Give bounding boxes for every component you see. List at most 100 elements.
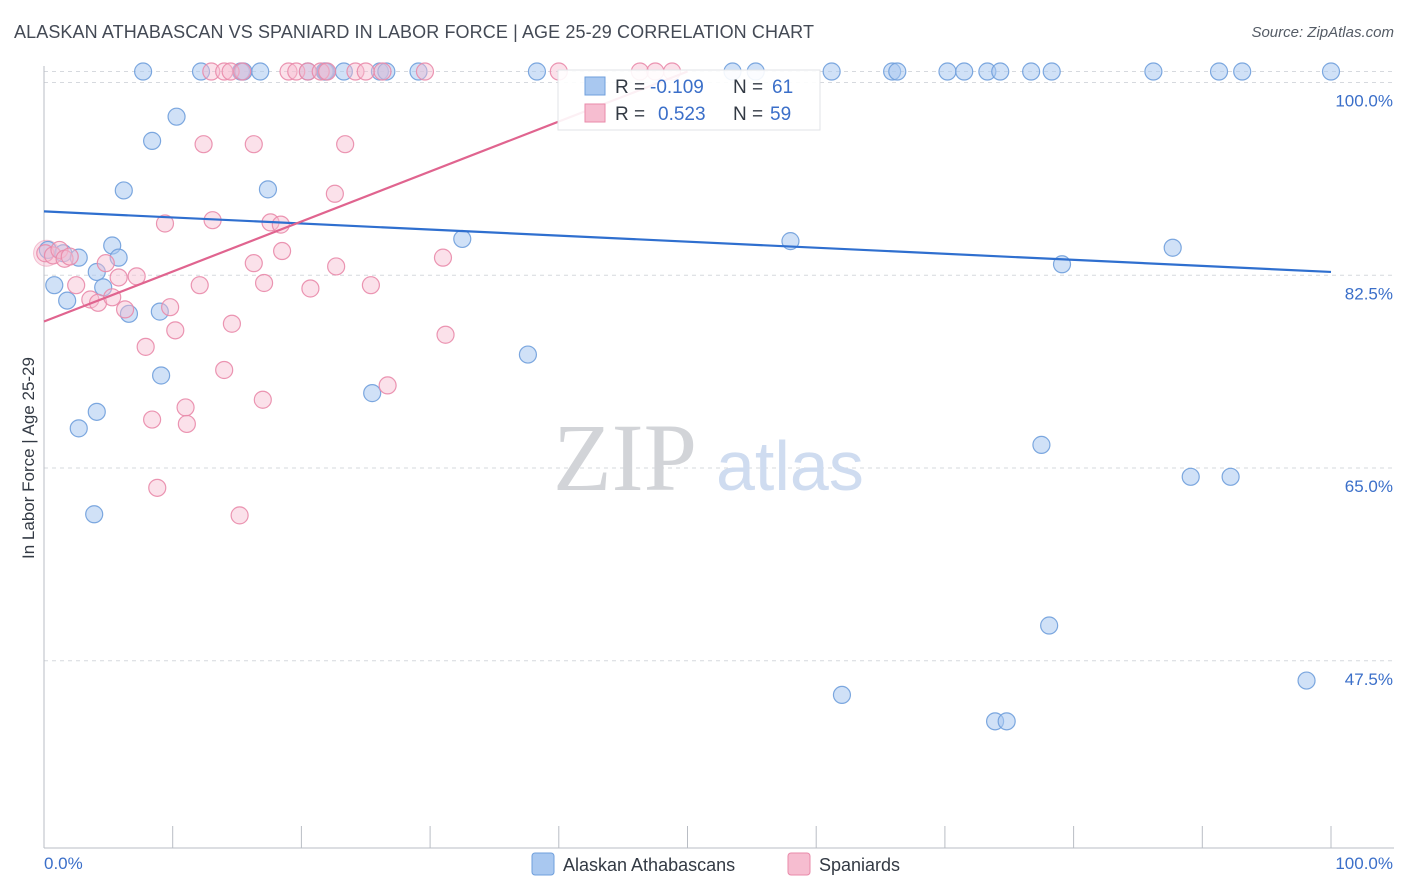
spaniard-point	[378, 376, 397, 395]
alaskan-athabascan-point	[1144, 62, 1163, 81]
alaskan-athabascan-point	[85, 505, 104, 524]
chart-title: ALASKAN ATHABASCAN VS SPANIARD IN LABOR …	[14, 22, 815, 42]
spaniard-point	[254, 273, 274, 293]
alaskan-athabascan-point	[938, 62, 957, 81]
alaskan-athabascan-trendline	[43, 210, 1332, 274]
spaniard-point	[115, 300, 135, 319]
spaniard-point	[373, 62, 392, 81]
alaskan-athabascan-point	[143, 131, 162, 150]
spaniard-point	[436, 325, 455, 344]
x-tick-label: 100.0%	[1335, 854, 1393, 873]
alaskan-athabascan-point	[1297, 671, 1316, 690]
spaniard-point	[311, 62, 330, 81]
spaniard-point	[433, 248, 453, 267]
spaniard-point	[325, 184, 344, 203]
alaskan-athabascan-point	[191, 62, 211, 81]
spaniard-point	[161, 298, 180, 317]
spaniard-point	[67, 276, 86, 295]
blue-n-label: N =	[733, 77, 763, 98]
spaniard-point	[194, 135, 213, 154]
spaniard-point	[336, 135, 355, 154]
spaniard-point	[230, 506, 249, 525]
spaniard-point	[233, 62, 252, 81]
alaskan-athabascan-point	[251, 62, 270, 81]
alaskan-athabascan-point	[363, 384, 382, 403]
alaskan-athabascan-point	[453, 229, 472, 249]
y-tick-label: 82.5%	[1345, 284, 1393, 303]
alaskan-athabascan-point	[1233, 62, 1252, 81]
x-tick-label: 0.0%	[44, 854, 83, 873]
spaniard-point	[222, 314, 242, 333]
spaniard-point	[166, 321, 185, 340]
watermark: ZIP atlas	[553, 404, 864, 511]
alaskan-athabascan-point	[1163, 238, 1182, 257]
alaskan-athabascan-point	[888, 62, 907, 81]
alaskan-athabascan-point	[258, 180, 278, 199]
spaniard-point	[96, 254, 115, 273]
alaskan-athabascan-point	[997, 712, 1016, 731]
legend-swatch-alaskan-athabascans	[531, 852, 555, 876]
spaniard-point	[155, 214, 175, 233]
alaskan-athabascan-point	[87, 402, 106, 421]
spaniard-point	[253, 390, 272, 409]
stats-legend: R = -0.109 N = 61 R = 0.523 N = 59	[557, 69, 821, 131]
alaskan-athabascan-point	[45, 276, 64, 295]
alaskan-athabascan-point	[518, 345, 538, 364]
watermark-zip: ZIP	[553, 404, 697, 511]
spaniard-point	[244, 254, 263, 273]
y-tick-label: 100.0%	[1335, 92, 1393, 111]
legend-swatch-spaniards	[787, 852, 811, 876]
spaniard-point	[244, 135, 263, 154]
spaniard-point	[202, 62, 221, 81]
alaskan-athabascan-point	[1042, 62, 1061, 81]
spaniard-point	[279, 62, 298, 81]
y-tick-label: 65.0%	[1345, 477, 1393, 496]
spaniard-point	[136, 337, 155, 356]
legend: Alaskan Athabascans Spaniards	[531, 852, 900, 876]
spaniard-point	[356, 62, 375, 81]
spaniard-point	[148, 478, 167, 497]
alaskan-athabascan-point	[1209, 62, 1229, 81]
spaniard-point	[361, 276, 380, 295]
spaniard-point	[176, 398, 195, 417]
spaniard-point	[50, 240, 69, 260]
pink-r-value: 0.523	[658, 104, 706, 125]
alaskan-athabascan-point	[1022, 62, 1041, 81]
pink-r-label: R =	[615, 104, 645, 125]
spaniard-point	[272, 241, 292, 261]
alaskan-athabascan-point	[152, 366, 171, 385]
pink-n-value: 59	[770, 104, 791, 125]
spaniard-point	[215, 62, 234, 81]
spaniard-point	[109, 268, 128, 287]
alaskan-athabascan-point	[1221, 467, 1240, 486]
alaskan-athabascan-point	[114, 181, 133, 200]
alaskan-athabascan-point	[991, 62, 1010, 81]
alaskan-athabascan-point	[822, 62, 841, 81]
watermark-atlas: atlas	[716, 427, 864, 505]
legend-label-alaskan-athabascans: Alaskan Athabascans	[563, 855, 735, 875]
alaskan-athabascan-point	[832, 685, 852, 705]
spaniard-point	[415, 62, 435, 81]
alaskan-athabascan-point	[69, 419, 88, 438]
grid-layer	[44, 71, 1394, 662]
spaniard-point	[318, 62, 337, 81]
alaskan-athabascan-point	[955, 62, 974, 81]
alaskan-athabascan-point	[133, 62, 153, 81]
alaskan-athabascan-point	[1181, 467, 1200, 486]
blue-n-value: 61	[772, 77, 793, 98]
alaskan-athabascan-point	[1032, 435, 1051, 454]
spaniard-point	[301, 279, 320, 298]
alaskan-athabascan-point	[167, 107, 186, 126]
blue-r-value: -0.109	[650, 77, 704, 98]
spaniard-point	[215, 360, 234, 380]
alaskan-athabascan-point	[409, 62, 428, 81]
spaniard-point	[143, 410, 162, 429]
source-label: Source: ZipAtlas.com	[1251, 24, 1394, 41]
alaskan-athabascan-point	[1321, 62, 1341, 81]
alaskan-athabascan-point	[1040, 616, 1059, 635]
pink-n-label: N =	[733, 104, 763, 125]
spaniard-point	[190, 276, 209, 295]
pink-stat-swatch	[584, 103, 606, 123]
spaniard-point	[327, 257, 346, 276]
